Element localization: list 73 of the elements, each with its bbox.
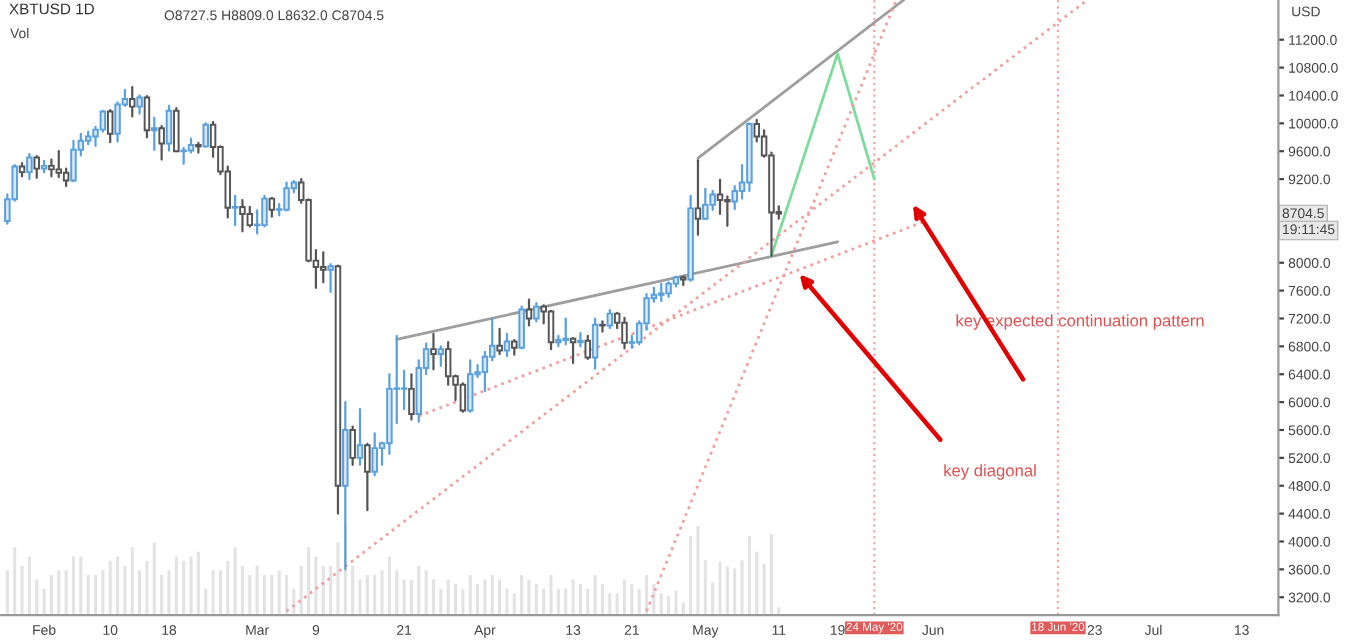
candlestick [151, 116, 158, 151]
candlestick [106, 109, 114, 144]
candlestick [430, 332, 437, 371]
candlestick [327, 263, 334, 294]
bar [304, 544, 313, 616]
bar [194, 549, 203, 616]
candlestick [437, 345, 445, 367]
candlestick [503, 332, 511, 358]
bar [730, 565, 740, 616]
candlestick [533, 302, 540, 323]
candlestick [694, 159, 702, 236]
candlestick [202, 122, 209, 149]
candlestick [349, 425, 356, 466]
candlestick [606, 309, 614, 330]
candlestick [496, 327, 503, 356]
bar [517, 572, 526, 616]
candlestick [547, 309, 555, 351]
bar [76, 553, 86, 616]
candlestick [518, 305, 525, 350]
candlestick [158, 125, 165, 161]
candlestick [621, 316, 628, 350]
candlestick [129, 86, 136, 118]
bar [10, 544, 20, 616]
bar [664, 593, 673, 616]
candlestick [408, 373, 415, 421]
candlestick [165, 104, 173, 152]
candlestick [599, 320, 606, 333]
candlestick [33, 155, 40, 179]
candlestick [364, 442, 371, 512]
bar [370, 572, 380, 616]
bar [451, 581, 460, 616]
candlestick [569, 336, 577, 365]
candlestick [591, 317, 599, 370]
candlestick [55, 150, 63, 179]
candlestick [320, 251, 327, 284]
candlestick [173, 106, 180, 153]
candlestick [584, 334, 592, 361]
bar [54, 567, 64, 616]
candlestick [26, 152, 33, 181]
candlestick [268, 196, 276, 218]
candlestick [136, 94, 143, 115]
candlestick [466, 359, 474, 413]
candlestick [525, 298, 533, 327]
candlestick [70, 139, 77, 183]
bar [414, 562, 424, 616]
candlestick [356, 407, 364, 466]
annotation: key diagonal [944, 464, 1036, 480]
candlestick [143, 95, 151, 139]
bar [179, 558, 189, 616]
bar [91, 572, 100, 616]
candlestick [562, 317, 569, 346]
bar [149, 539, 159, 616]
candlestick [261, 194, 268, 228]
candlestick [246, 205, 254, 228]
bar [642, 572, 651, 616]
candlestick [444, 341, 452, 386]
bar [282, 572, 291, 616]
candlestick [48, 158, 55, 178]
candlestick [283, 181, 290, 212]
bar [495, 576, 504, 616]
candlestick [459, 382, 467, 413]
candlestick [231, 194, 239, 227]
candlestick [371, 432, 378, 477]
bar [436, 585, 446, 616]
bar [620, 576, 629, 616]
candlestick [400, 369, 408, 411]
candlestick [239, 198, 246, 233]
bar [113, 553, 122, 616]
annotation: key expected continuation pattern [956, 314, 1204, 330]
candlestick [702, 187, 709, 220]
bar [561, 585, 571, 616]
bar [767, 531, 776, 616]
candlestick [577, 332, 584, 348]
